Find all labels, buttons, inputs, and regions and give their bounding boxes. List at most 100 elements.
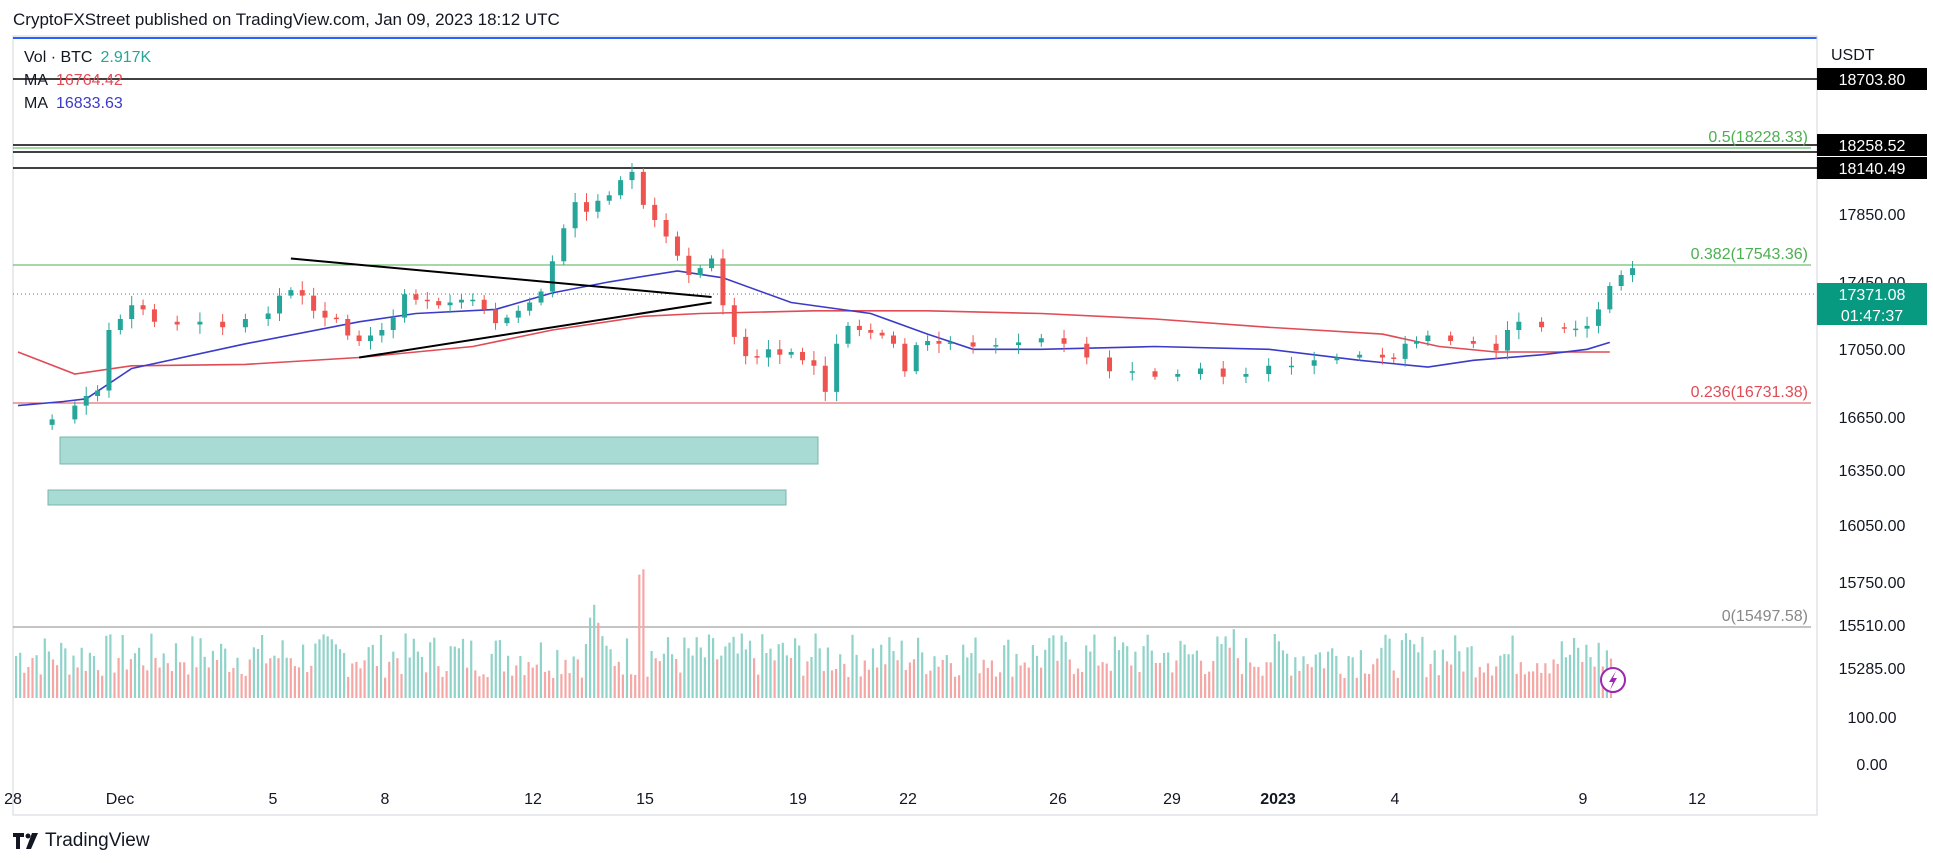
x-tick-label: 12 — [1688, 791, 1706, 808]
volume-bar — [1003, 645, 1006, 698]
volume-bar — [1150, 650, 1153, 698]
candle-body — [311, 295, 317, 311]
volume-bar — [822, 671, 825, 698]
candle-body — [345, 319, 351, 336]
volume-bar — [203, 656, 206, 698]
volume-bar — [880, 644, 883, 698]
x-tick-label: 29 — [1163, 791, 1181, 808]
triangle-upper-line — [290, 257, 712, 298]
volume-bar — [170, 671, 173, 698]
volume-bar — [1265, 662, 1268, 698]
volume-bar — [297, 667, 301, 698]
candle-body — [129, 305, 135, 319]
candle-body — [390, 317, 396, 330]
candle-body — [811, 360, 817, 366]
volume-bar — [273, 655, 276, 698]
candle-body — [151, 309, 157, 322]
volume-bar — [1322, 668, 1326, 698]
volume-bar — [269, 658, 272, 698]
volume-bar — [35, 655, 38, 698]
x-tick-label: 28 — [4, 791, 22, 808]
volume-bar — [1019, 665, 1022, 698]
volume-bar — [265, 663, 268, 698]
volume-bar — [1302, 656, 1305, 698]
volume-bar — [1101, 662, 1104, 698]
volume-bar — [974, 637, 977, 698]
volume-bar — [982, 659, 985, 698]
volume-bar — [1573, 637, 1576, 698]
volume-bar — [1228, 647, 1231, 698]
volume-bar — [539, 642, 542, 698]
volume-bar — [912, 659, 916, 698]
volume-bar — [240, 673, 243, 698]
volume-bar — [1085, 645, 1088, 698]
volume-bar — [871, 648, 875, 698]
volume-bar — [1560, 641, 1563, 698]
volume-bar — [580, 677, 583, 698]
volume-bar — [1568, 654, 1572, 698]
volume-bar — [1072, 674, 1075, 698]
volume-bar — [519, 656, 522, 698]
volume-bar — [929, 670, 932, 698]
volume-bar — [716, 659, 719, 698]
volume-bar — [1589, 657, 1592, 698]
x-tick-label: 8 — [381, 791, 390, 808]
volume-bar — [1044, 649, 1047, 698]
candle-body — [1243, 374, 1249, 377]
currency-label: USDT — [1831, 47, 1875, 64]
volume-bar — [211, 650, 214, 698]
volume-bar — [379, 634, 383, 698]
volume-bar — [1462, 671, 1465, 698]
volume-bar — [650, 650, 653, 698]
volume-bar — [687, 648, 690, 698]
volume-bar — [1491, 675, 1494, 698]
candle-body — [970, 342, 976, 347]
volume-bar — [691, 655, 694, 698]
volume-bar — [1253, 666, 1256, 698]
volume-bar — [1417, 652, 1420, 698]
volume-bar — [1154, 662, 1157, 698]
volume-bar — [80, 647, 83, 698]
volume-bar — [851, 634, 854, 698]
volume-bar — [1376, 658, 1379, 698]
volume-bar — [429, 642, 432, 698]
price-chart[interactable]: USDT18703.8018258.5218140.4917850.001745… — [0, 0, 1933, 830]
volume-bar — [543, 671, 547, 698]
volume-bar — [1109, 670, 1112, 698]
volume-bar — [1064, 641, 1067, 698]
volume-bar — [1175, 660, 1178, 698]
volume-bar — [1458, 651, 1461, 698]
candle-body — [595, 200, 601, 212]
volume-bar — [19, 652, 22, 698]
volume-bar — [773, 660, 776, 698]
candle-body — [845, 325, 851, 344]
volume-bar — [666, 637, 670, 698]
candle-body — [743, 336, 749, 357]
volume-bar — [560, 674, 563, 698]
volume-bar — [798, 645, 801, 698]
volume-bar — [609, 649, 612, 698]
volume-legend-label: Vol · BTC — [24, 49, 93, 66]
volume-bar — [855, 654, 858, 698]
volume-bar — [43, 638, 46, 698]
candle-body — [515, 310, 521, 318]
volume-bar — [502, 671, 506, 698]
volume-bar — [867, 669, 870, 698]
volume-bar — [256, 648, 260, 698]
volume-bar — [355, 661, 358, 698]
volume-bar — [802, 675, 805, 698]
volume-bar — [1290, 675, 1293, 698]
volume-bar — [101, 675, 104, 698]
volume-bar — [830, 670, 834, 698]
volume-bar — [1122, 642, 1125, 698]
volume-bar — [1597, 642, 1600, 698]
candle-body — [1493, 343, 1499, 351]
ma-blue-legend-value: 16833.63 — [56, 95, 123, 112]
volume-bar — [1191, 654, 1194, 698]
volume-bar — [1347, 656, 1350, 698]
volume-bar — [794, 638, 797, 698]
volume-bar — [228, 671, 231, 698]
candle-body — [402, 294, 408, 318]
y-tick-label: 15750.00 — [1839, 575, 1906, 592]
tradingview-logo-icon — [13, 833, 38, 849]
